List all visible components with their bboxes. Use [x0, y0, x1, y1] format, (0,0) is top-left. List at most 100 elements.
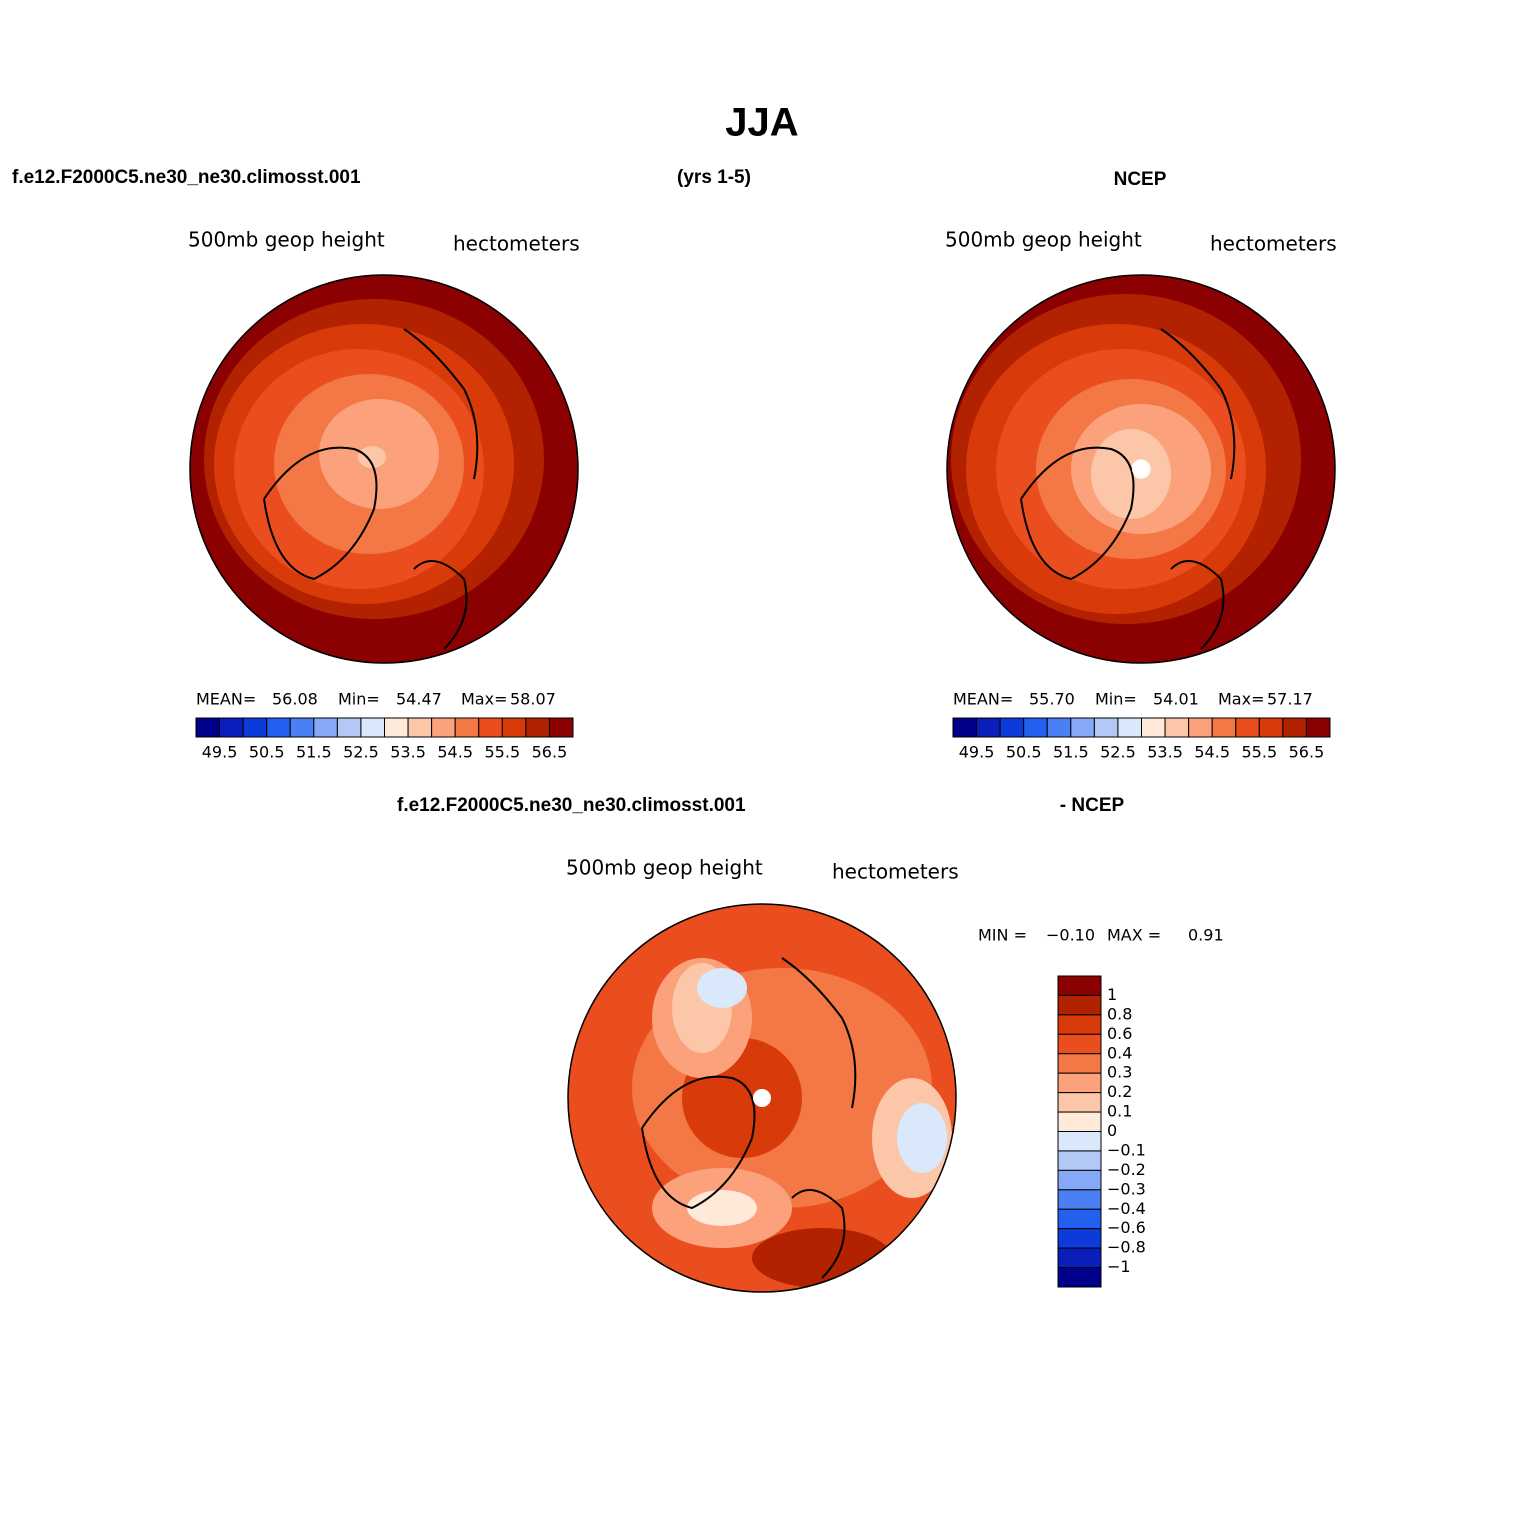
colorbar-box [1282, 717, 1307, 738]
colorbar-box [525, 717, 550, 738]
colorbar-box [1046, 717, 1072, 738]
variable-label: 500mb geop height [945, 228, 1142, 252]
polar-map [190, 275, 578, 663]
colorbar-box [1188, 717, 1213, 738]
main-title: JJA [725, 101, 798, 145]
colorbar-box [1093, 717, 1119, 738]
colorbar-box [548, 717, 574, 738]
diff-header-left: f.e12.F2000C5.ne30_ne30.climosst.001 [397, 795, 746, 816]
colorbar-box [266, 717, 291, 738]
colorbar-label: 52.5 [343, 743, 379, 762]
stat-value: 54.47 [396, 690, 442, 709]
colorbar-label: 1 [1107, 985, 1117, 1004]
colorbar-box [313, 717, 338, 738]
colorbar-box [1305, 717, 1331, 738]
colorbar-label: 55.5 [485, 743, 521, 762]
header-right: NCEP [1114, 169, 1167, 190]
colorbar-box [1235, 717, 1260, 738]
stat-label: MEAN= [953, 690, 1013, 709]
stat-label: MAX = [1107, 926, 1161, 945]
colorbar-box [952, 717, 978, 738]
variable-label: 500mb geop height [566, 856, 763, 880]
contour-fill [358, 446, 386, 468]
colorbar-box [1164, 717, 1190, 738]
colorbar-box [1057, 1092, 1102, 1113]
colorbar-label: −1 [1107, 1257, 1131, 1276]
colorbar-label: 54.5 [1194, 743, 1230, 762]
colorbar-box [360, 717, 385, 738]
stat-label: Min= [1095, 690, 1137, 709]
colorbar-box [976, 717, 1001, 738]
colorbar-label: 0 [1107, 1121, 1117, 1140]
colorbar-box [1057, 1131, 1102, 1152]
colorbar-box [1057, 1014, 1102, 1035]
colorbar-box [454, 717, 480, 738]
stat-label: MEAN= [196, 690, 256, 709]
colorbar-box [195, 717, 221, 738]
colorbar-label: −0.1 [1107, 1140, 1146, 1159]
colorbar-label: 56.5 [1289, 743, 1325, 762]
stat-value: −0.10 [1046, 926, 1095, 945]
colorbar-label: −0.8 [1107, 1238, 1146, 1257]
contour-fill [1091, 429, 1171, 519]
colorbar-box [336, 717, 362, 738]
colorbar-label: −0.4 [1107, 1199, 1146, 1218]
colorbar-label: −0.6 [1107, 1218, 1146, 1237]
colorbar-label: 0.4 [1107, 1043, 1132, 1062]
coastline [1020, 328, 1236, 650]
stat-label: MIN = [978, 926, 1027, 945]
colorbar-box [1057, 1150, 1102, 1171]
contour-fill [897, 1103, 947, 1173]
colorbar-box [1057, 1111, 1102, 1132]
colorbar-box [1057, 1189, 1102, 1210]
colorbar-box [1057, 1169, 1102, 1191]
colorbar-label: 0.6 [1107, 1024, 1132, 1043]
stat-value: 55.70 [1029, 690, 1075, 709]
colorbar-label: 50.5 [249, 743, 285, 762]
colorbar-label: 51.5 [1053, 743, 1089, 762]
colorbar-label: 54.5 [437, 743, 473, 762]
colorbar-box [1057, 1033, 1102, 1055]
colorbar-box [431, 717, 456, 738]
colorbar-box [1057, 1267, 1102, 1288]
pole [753, 1089, 771, 1107]
pole [1132, 460, 1150, 478]
colorbar-box [1057, 1228, 1102, 1249]
colorbar-label: 56.5 [532, 743, 568, 762]
colorbar-label: 49.5 [202, 743, 238, 762]
contour-fill [697, 968, 747, 1008]
colorbar-label: 0.3 [1107, 1063, 1132, 1082]
colorbar-box [289, 717, 315, 738]
colorbar-label: 51.5 [296, 743, 332, 762]
header-center: (yrs 1-5) [677, 167, 751, 188]
stat-value: 57.17 [1267, 690, 1313, 709]
colorbar-label: 0.2 [1107, 1082, 1132, 1101]
colorbar-label: 0.1 [1107, 1102, 1132, 1121]
colorbar-box [1117, 717, 1142, 738]
colorbar-box [1211, 717, 1237, 738]
colorbar-label: 53.5 [390, 743, 426, 762]
colorbar-box [384, 717, 409, 738]
units-label: hectometers [453, 232, 580, 256]
contour-fill [687, 1190, 757, 1226]
coastline [641, 957, 857, 1279]
colorbar-label: 53.5 [1147, 743, 1183, 762]
units-label: hectometers [832, 860, 959, 884]
header-left: f.e12.F2000C5.ne30_ne30.climosst.001 [12, 167, 361, 188]
colorbar-label: −0.2 [1107, 1160, 1146, 1179]
colorbar-label: 52.5 [1100, 743, 1136, 762]
stat-value: 56.08 [272, 690, 318, 709]
colorbar-box [478, 717, 503, 738]
colorbar-box [219, 717, 244, 738]
colorbar-box [1258, 717, 1284, 738]
colorbar-box [999, 717, 1025, 738]
units-label: hectometers [1210, 232, 1337, 256]
stat-label: Max= [1218, 690, 1264, 709]
colorbar-box [1057, 994, 1102, 1016]
colorbar-label: 50.5 [1006, 743, 1042, 762]
map-border [946, 274, 1336, 664]
colorbar-box [1070, 717, 1095, 738]
colorbar-label: 0.8 [1107, 1004, 1132, 1023]
diff-header-right: - NCEP [1060, 795, 1125, 816]
